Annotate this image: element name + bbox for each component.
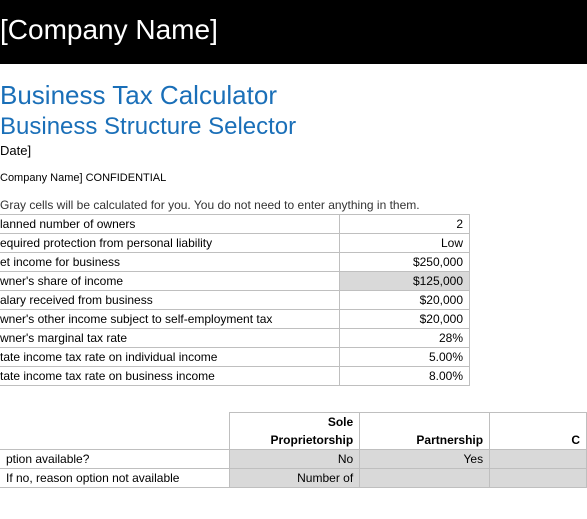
options-table: Sole Proprietorship Partnership C ption … xyxy=(0,412,587,488)
company-banner: [Company Name] xyxy=(0,0,587,64)
date-field: Date] xyxy=(0,143,587,158)
input-value-calculated: $125,000 xyxy=(340,272,470,291)
inputs-table: lanned number of owners 2 equired protec… xyxy=(0,214,470,386)
spacer xyxy=(0,64,587,78)
input-label: tate income tax rate on business income xyxy=(0,367,340,386)
page-title-2: Business Structure Selector xyxy=(0,113,587,141)
table-row: wner's other income subject to self-empl… xyxy=(0,310,470,329)
column-header-c-top xyxy=(490,413,587,432)
column-header-c: C xyxy=(490,431,587,450)
header-spacer xyxy=(0,413,230,432)
options-section: Sole Proprietorship Partnership C ption … xyxy=(0,412,587,488)
company-name: [Company Name] xyxy=(0,14,218,45)
reason-partnership xyxy=(360,469,490,488)
option-available-c xyxy=(490,450,587,469)
option-available-label: ption available? xyxy=(0,450,230,469)
table-row: tate income tax rate on business income … xyxy=(0,367,470,386)
table-row: wner's share of income $125,000 xyxy=(0,272,470,291)
page-title-1: Business Tax Calculator xyxy=(0,80,587,111)
column-header-partnership-top xyxy=(360,413,490,432)
table-row: tate income tax rate on individual incom… xyxy=(0,348,470,367)
option-available-sole: No xyxy=(230,450,360,469)
options-header-row-1: Sole xyxy=(0,413,587,432)
table-row: lanned number of owners 2 xyxy=(0,215,470,234)
hint-text: Gray cells will be calculated for you. Y… xyxy=(0,198,587,212)
input-label: et income for business xyxy=(0,253,340,272)
options-header-row-2: Proprietorship Partnership C xyxy=(0,431,587,450)
input-label: lanned number of owners xyxy=(0,215,340,234)
input-value[interactable]: 28% xyxy=(340,329,470,348)
input-value[interactable]: 5.00% xyxy=(340,348,470,367)
input-label: equired protection from personal liabili… xyxy=(0,234,340,253)
column-header-partnership: Partnership xyxy=(360,431,490,450)
input-label: alary received from business xyxy=(0,291,340,310)
input-value[interactable]: 8.00% xyxy=(340,367,470,386)
table-row: equired protection from personal liabili… xyxy=(0,234,470,253)
input-value[interactable]: $20,000 xyxy=(340,310,470,329)
input-label: wner's share of income xyxy=(0,272,340,291)
header-spacer xyxy=(0,431,230,450)
reason-sole: Number of xyxy=(230,469,360,488)
confidential-label: Company Name] CONFIDENTIAL xyxy=(0,172,587,184)
input-value[interactable]: Low xyxy=(340,234,470,253)
input-label: wner's marginal tax rate xyxy=(0,329,340,348)
input-label: wner's other income subject to self-empl… xyxy=(0,310,340,329)
column-header-sole-top: Sole xyxy=(230,413,360,432)
table-row: et income for business $250,000 xyxy=(0,253,470,272)
reason-c xyxy=(490,469,587,488)
reason-label: If no, reason option not available xyxy=(0,469,230,488)
table-row: wner's marginal tax rate 28% xyxy=(0,329,470,348)
input-value[interactable]: 2 xyxy=(340,215,470,234)
input-label: tate income tax rate on individual incom… xyxy=(0,348,340,367)
table-row: ption available? No Yes xyxy=(0,450,587,469)
column-header-sole-bot: Proprietorship xyxy=(230,431,360,450)
table-row: If no, reason option not available Numbe… xyxy=(0,469,587,488)
table-row: alary received from business $20,000 xyxy=(0,291,470,310)
input-value[interactable]: $250,000 xyxy=(340,253,470,272)
input-value[interactable]: $20,000 xyxy=(340,291,470,310)
option-available-partnership: Yes xyxy=(360,450,490,469)
